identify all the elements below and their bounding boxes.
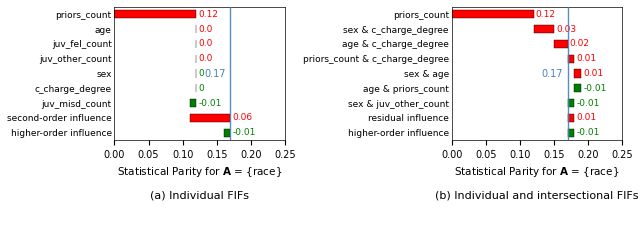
Bar: [223, 129, 230, 137]
X-axis label: Statistical Parity for $\mathbf{A}$ = {race}: Statistical Parity for $\mathbf{A}$ = {r…: [117, 165, 282, 179]
Text: 0.03: 0.03: [556, 25, 576, 34]
Text: 0.06: 0.06: [232, 114, 253, 122]
Bar: [534, 25, 554, 33]
Bar: [115, 10, 196, 18]
Text: 0.12: 0.12: [198, 10, 218, 19]
Text: 0.17: 0.17: [541, 69, 563, 79]
Text: 0.12: 0.12: [536, 10, 556, 19]
Text: 0.0: 0.0: [198, 25, 212, 34]
Text: -0.01: -0.01: [583, 84, 607, 93]
Text: 0.01: 0.01: [577, 114, 596, 122]
X-axis label: Statistical Parity for $\mathbf{A}$ = {race}: Statistical Parity for $\mathbf{A}$ = {r…: [454, 165, 620, 179]
Title: (b) Individual and intersectional FIFs: (b) Individual and intersectional FIFs: [435, 191, 639, 201]
Bar: [452, 10, 534, 18]
Text: -0.01: -0.01: [577, 99, 600, 108]
Text: 0.0: 0.0: [198, 39, 212, 49]
Bar: [575, 70, 581, 78]
Bar: [189, 99, 196, 107]
Bar: [575, 84, 581, 92]
Bar: [554, 40, 568, 48]
Text: -0.01: -0.01: [577, 128, 600, 137]
Bar: [568, 129, 575, 137]
Text: 0.01: 0.01: [583, 69, 604, 78]
Text: 0.17: 0.17: [204, 69, 226, 79]
Bar: [189, 114, 230, 122]
Text: 0.02: 0.02: [570, 39, 589, 49]
Bar: [568, 114, 575, 122]
Bar: [568, 99, 575, 107]
Text: 0: 0: [198, 84, 204, 93]
Text: -0.01: -0.01: [232, 128, 256, 137]
Bar: [568, 55, 575, 63]
Text: 0: 0: [198, 69, 204, 78]
Text: 0.01: 0.01: [577, 54, 596, 63]
Text: 0.0: 0.0: [198, 54, 212, 63]
Title: (a) Individual FIFs: (a) Individual FIFs: [150, 191, 249, 201]
Text: -0.01: -0.01: [198, 99, 222, 108]
